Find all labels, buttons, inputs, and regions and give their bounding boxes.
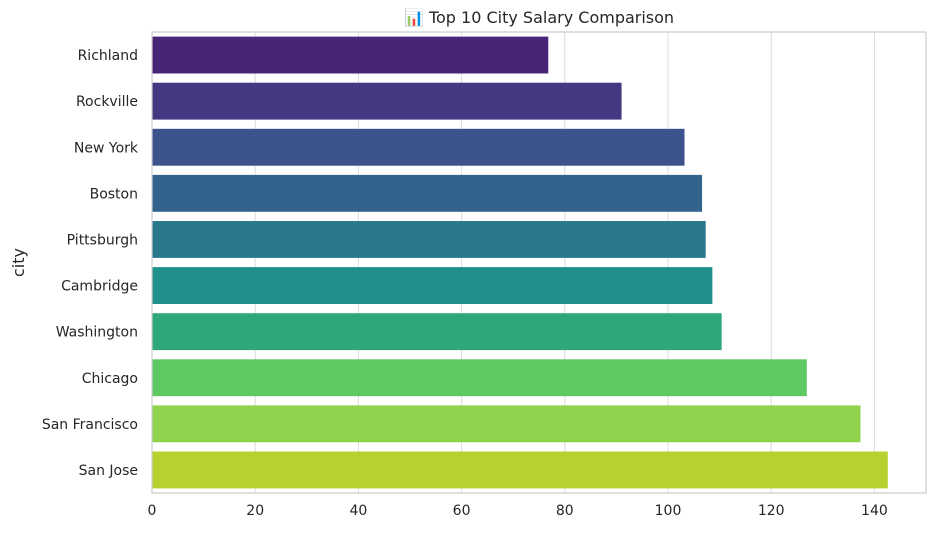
y-tick-label: Cambridge bbox=[61, 279, 138, 295]
y-axis-label: city bbox=[9, 248, 28, 277]
x-tick-label: 80 bbox=[556, 503, 574, 519]
y-tick-label: Rockville bbox=[76, 94, 138, 110]
bar-richland bbox=[152, 36, 549, 74]
bar-pittsburgh bbox=[152, 221, 706, 258]
y-tick-label: Chicago bbox=[82, 371, 138, 387]
bar-san-jose bbox=[152, 451, 888, 489]
y-tick-label: San Jose bbox=[79, 463, 138, 479]
bar-new-york bbox=[152, 128, 685, 166]
y-tick-label: San Francisco bbox=[42, 417, 138, 433]
bar-rockville bbox=[152, 82, 622, 120]
x-tick-label: 140 bbox=[861, 503, 888, 519]
y-tick-labels: Richland Rockville New York Boston Pittsburg… bbox=[42, 48, 139, 479]
x-tick-label: 20 bbox=[246, 503, 264, 519]
bars bbox=[152, 36, 888, 489]
x-tick-label: 0 bbox=[148, 503, 157, 519]
x-tick-label: 60 bbox=[453, 503, 471, 519]
bar-boston bbox=[152, 174, 703, 212]
x-tick-label: 120 bbox=[758, 503, 785, 519]
bar-san-francisco bbox=[152, 405, 861, 443]
bar-cambridge bbox=[152, 267, 713, 304]
chart-title: 📊 Top 10 City Salary Comparison bbox=[404, 8, 674, 27]
x-tick-labels: 0 20 40 60 80 100 120 140 bbox=[148, 503, 888, 519]
bar-chicago bbox=[152, 359, 807, 397]
y-tick-label: New York bbox=[74, 140, 139, 156]
y-tick-label: Pittsburgh bbox=[67, 232, 138, 248]
y-tick-label: Washington bbox=[56, 325, 138, 341]
bar-washington bbox=[152, 313, 722, 351]
y-tick-label: Richland bbox=[78, 48, 138, 64]
y-tick-label: Boston bbox=[90, 186, 138, 202]
x-tick-label: 40 bbox=[349, 503, 367, 519]
plot-frame bbox=[151, 31, 927, 494]
x-tick-label: 100 bbox=[655, 503, 682, 519]
